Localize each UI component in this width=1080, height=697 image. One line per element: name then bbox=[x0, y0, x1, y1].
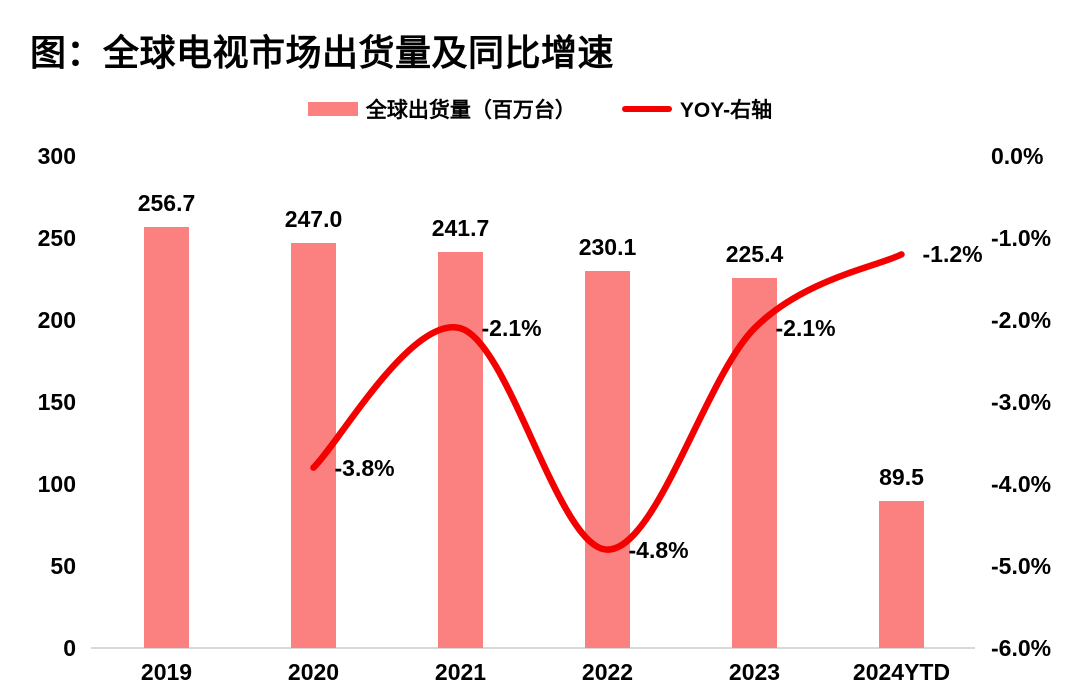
bar-value-label: 256.7 bbox=[137, 190, 196, 216]
legend: 全球出货量（百万台） YOY-右轴 bbox=[0, 94, 1080, 124]
bar-value-label: 241.7 bbox=[431, 214, 490, 241]
x-axis-label: 2024YTD bbox=[852, 659, 951, 685]
left-axis-tick: 200 bbox=[37, 307, 76, 333]
shipment-bar bbox=[585, 270, 630, 648]
bar-series-swatch-icon bbox=[307, 102, 358, 116]
legend-item-shipments: 全球出货量（百万台） bbox=[307, 94, 576, 124]
legend-label-yoy: YOY-右轴 bbox=[679, 99, 773, 122]
x-axis-label: 2019 bbox=[140, 659, 193, 685]
shipment-bar bbox=[732, 278, 777, 648]
legend-item-yoy: YOY-右轴 bbox=[621, 94, 773, 124]
x-axis-label: 2021 bbox=[434, 659, 487, 685]
shipment-bar bbox=[144, 227, 189, 648]
left-axis-tick: 250 bbox=[37, 225, 76, 251]
right-axis-tick: 0.0% bbox=[991, 143, 1044, 169]
yoy-point-label: -4.8% bbox=[628, 536, 689, 563]
right-axis-tick: -5.0% bbox=[991, 553, 1052, 579]
right-axis-tick: -2.0% bbox=[991, 307, 1052, 333]
x-axis-label: 2023 bbox=[728, 659, 781, 685]
shipment-bar bbox=[291, 242, 336, 648]
yoy-point-label: -3.8% bbox=[334, 454, 395, 481]
right-axis-tick: -3.0% bbox=[991, 389, 1052, 415]
right-axis-tick: -4.0% bbox=[991, 471, 1052, 497]
bar-value-label: 230.1 bbox=[578, 233, 637, 260]
yoy-point-label: -1.2% bbox=[922, 241, 983, 268]
yoy-point-label: -2.1% bbox=[481, 315, 542, 342]
shipment-bar bbox=[438, 251, 483, 648]
bar-value-label: 89.5 bbox=[879, 464, 924, 491]
left-axis-tick: 50 bbox=[50, 553, 76, 579]
left-axis-tick: 0 bbox=[63, 635, 76, 661]
line-series-swatch-icon bbox=[621, 106, 672, 112]
left-axis-tick: 150 bbox=[37, 389, 76, 415]
x-axis-line bbox=[91, 647, 975, 649]
right-axis-tick: -1.0% bbox=[991, 225, 1052, 251]
left-axis-tick: 100 bbox=[37, 471, 76, 497]
left-axis-tick: 300 bbox=[37, 143, 76, 169]
chart-title: 图：全球电视市场出货量及同比增速 bbox=[30, 32, 615, 73]
legend-label-shipments: 全球出货量（百万台） bbox=[365, 99, 576, 122]
bar-value-label: 247.0 bbox=[284, 205, 343, 232]
yoy-point-label: -2.1% bbox=[775, 315, 836, 342]
right-axis-tick: -6.0% bbox=[991, 635, 1052, 661]
bar-value-label: 225.4 bbox=[725, 241, 784, 268]
x-axis-label: 2022 bbox=[581, 659, 634, 685]
shipment-bar bbox=[879, 501, 924, 648]
x-axis-label: 2020 bbox=[287, 659, 340, 685]
